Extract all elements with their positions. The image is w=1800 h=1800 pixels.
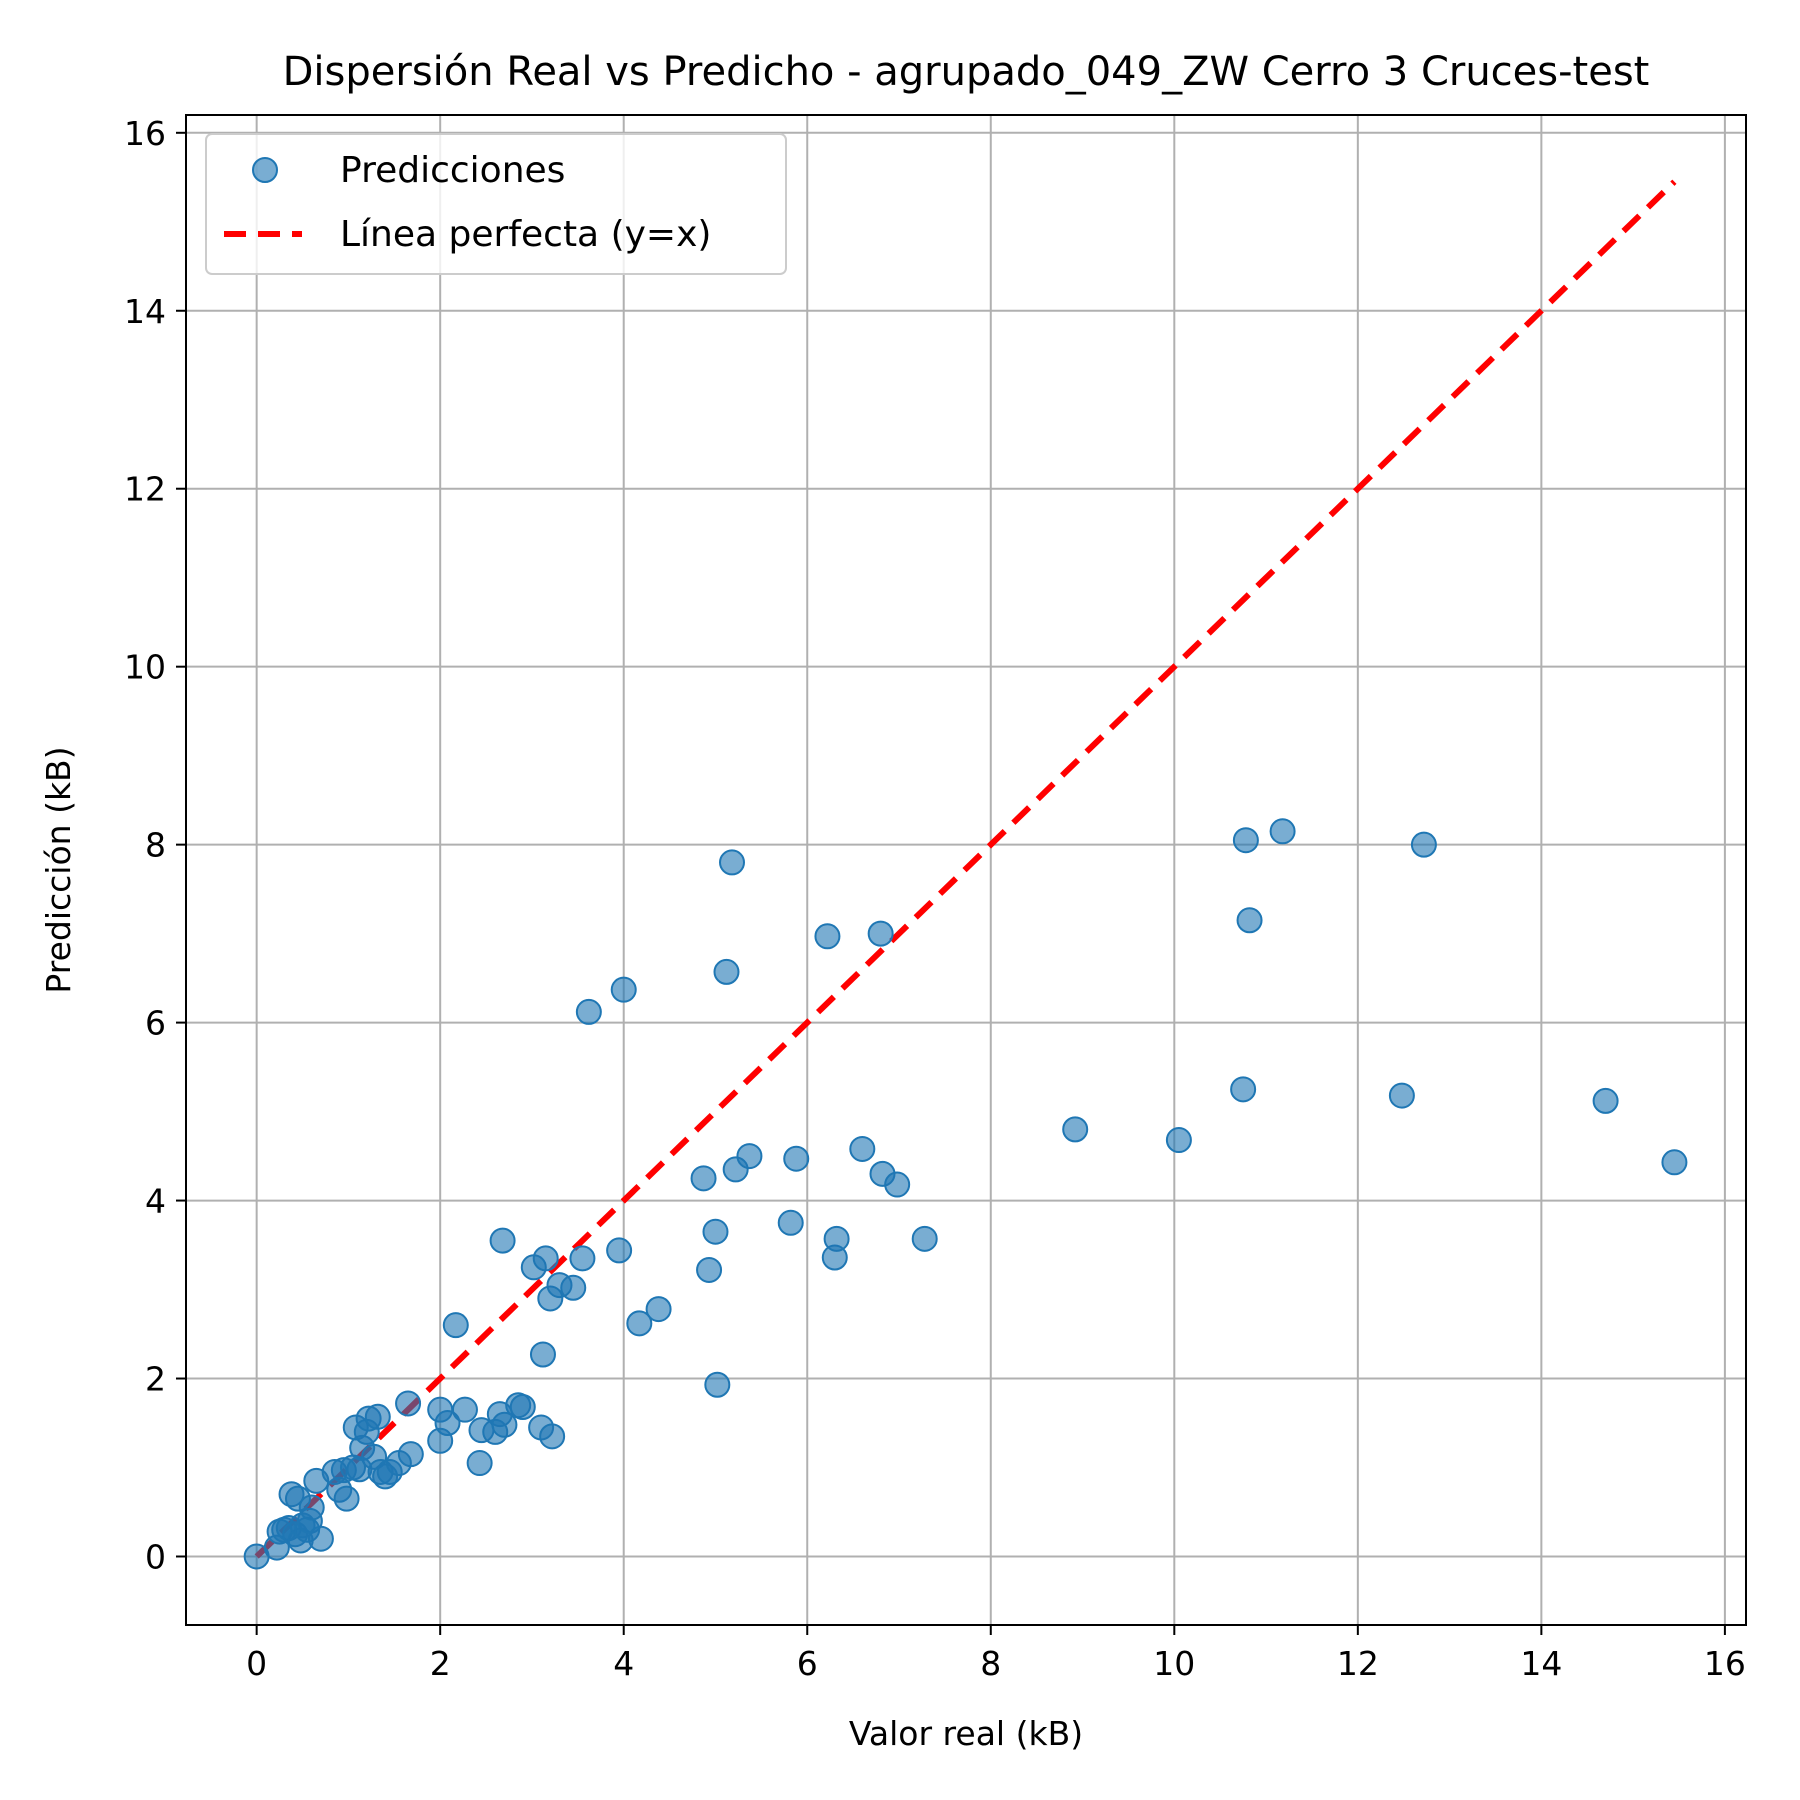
prediction-point	[532, 1245, 559, 1272]
perfect-line-layer	[254, 179, 1677, 1559]
prediction-point	[884, 1171, 911, 1198]
prediction-point	[364, 1403, 391, 1430]
y-axis-label: Predicción (kB)	[39, 746, 78, 993]
prediction-point	[1388, 1082, 1415, 1109]
prediction-point	[626, 1310, 653, 1337]
prediction-point	[395, 1390, 422, 1417]
x-tick-label: 10	[1153, 1644, 1195, 1683]
prediction-point	[1661, 1149, 1688, 1176]
prediction-point	[823, 1225, 850, 1252]
prediction-point	[333, 1485, 360, 1512]
x-axis-label: Valor real (kB)	[849, 1714, 1083, 1753]
x-tick-label: 14	[1520, 1644, 1562, 1683]
prediction-point	[704, 1371, 731, 1398]
prediction-point	[1410, 831, 1437, 858]
x-tick-label: 12	[1337, 1644, 1379, 1683]
prediction-point	[560, 1274, 587, 1301]
x-tick-label: 6	[797, 1644, 818, 1683]
y-tick-label: 4	[145, 1182, 166, 1221]
prediction-point	[466, 1450, 493, 1477]
prediction-point	[606, 1237, 633, 1264]
prediction-point	[397, 1441, 424, 1468]
prediction-point	[529, 1341, 556, 1368]
prediction-point	[777, 1209, 804, 1236]
prediction-point	[1062, 1116, 1089, 1143]
prediction-point	[783, 1145, 810, 1172]
y-tick-label: 10	[124, 648, 166, 687]
y-tick-label: 12	[124, 470, 166, 509]
y-tick-label: 2	[145, 1360, 166, 1399]
prediction-point	[539, 1423, 566, 1450]
prediction-point	[491, 1411, 518, 1438]
x-tick-label: 4	[613, 1644, 634, 1683]
plot-frame	[185, 114, 1747, 1626]
prediction-point	[719, 849, 745, 876]
prediction-point	[690, 1165, 717, 1192]
prediction-point	[1592, 1087, 1619, 1114]
prediction-point	[509, 1393, 536, 1420]
prediction-point	[1269, 818, 1296, 845]
prediction-point	[849, 1135, 876, 1162]
legend-box	[205, 133, 787, 275]
legend-label-predicciones: Predicciones	[340, 150, 565, 191]
prediction-point	[610, 976, 637, 1003]
prediction-points	[243, 818, 1688, 1570]
prediction-point	[451, 1396, 478, 1423]
prediction-point	[911, 1225, 938, 1252]
prediction-point	[867, 920, 894, 947]
prediction-point	[569, 1245, 596, 1272]
prediction-point	[298, 1494, 325, 1521]
legend-label-perfect-line: Línea perfecta (y=x)	[340, 214, 711, 255]
prediction-point	[434, 1410, 461, 1437]
prediction-point	[696, 1256, 723, 1283]
y-tick-label: 8	[145, 826, 166, 865]
grid-lines	[186, 115, 1746, 1625]
y-tick-label: 0	[145, 1537, 166, 1576]
prediction-point	[442, 1312, 469, 1339]
x-tick-label: 16	[1704, 1644, 1746, 1683]
y-tick-label: 14	[124, 292, 166, 331]
legend: Predicciones Línea perfecta (y=x)	[205, 133, 787, 275]
prediction-point	[489, 1227, 516, 1254]
perfect-prediction-line	[254, 179, 1677, 1559]
x-tick-label: 8	[980, 1644, 1001, 1683]
prediction-point	[307, 1525, 334, 1552]
y-tick-label: 16	[124, 114, 166, 153]
prediction-point	[645, 1296, 672, 1323]
chart-title: Dispersión Real vs Predicho - agrupado_0…	[283, 49, 1650, 95]
prediction-point	[736, 1143, 763, 1170]
prediction-point	[1236, 907, 1263, 934]
x-tick-label: 0	[246, 1644, 267, 1683]
prediction-point	[702, 1218, 729, 1245]
prediction-point	[1165, 1127, 1192, 1154]
prediction-point	[1230, 1076, 1257, 1103]
y-tick-label: 6	[145, 1004, 166, 1043]
prediction-point	[814, 923, 841, 950]
prediction-point	[1232, 827, 1259, 854]
x-tick-label: 2	[430, 1644, 451, 1683]
axis-ticks: 0 2 4 6 8 10 12 14 16 0 2 4 6 8 10 12 14 16	[124, 114, 1746, 1683]
legend-marker-predicciones	[252, 157, 278, 183]
prediction-point	[575, 998, 602, 1025]
prediction-point	[713, 958, 740, 985]
